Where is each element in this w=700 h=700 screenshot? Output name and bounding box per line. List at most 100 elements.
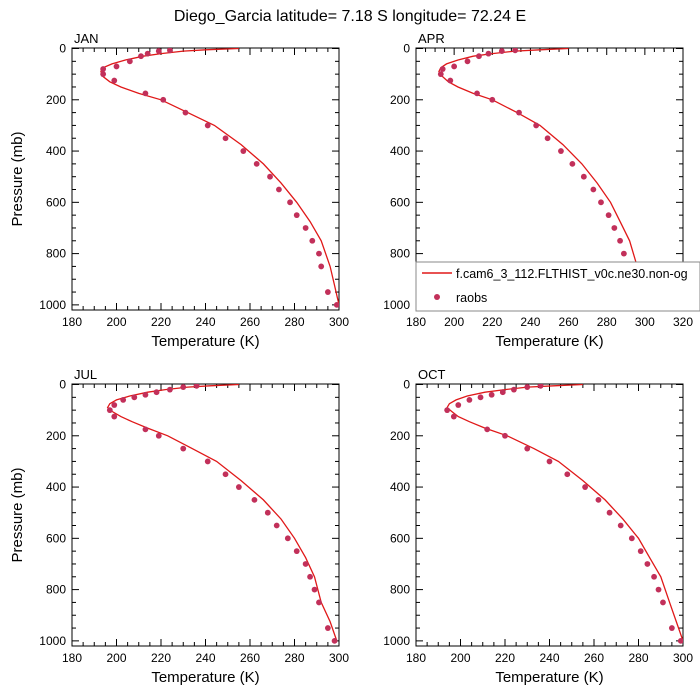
obs-point bbox=[222, 471, 229, 478]
obs-point bbox=[516, 109, 522, 116]
obs-point bbox=[251, 496, 258, 503]
obs-point bbox=[155, 432, 162, 439]
legend-obs-label: raobs bbox=[456, 291, 487, 305]
obs-point bbox=[111, 77, 118, 84]
x-tick-label: 200 bbox=[106, 315, 126, 329]
obs-point bbox=[537, 384, 544, 389]
plot-frame bbox=[415, 383, 684, 647]
obs-point bbox=[204, 122, 211, 129]
x-axis-label: Temperature (K) bbox=[151, 669, 259, 686]
x-tick-label: 280 bbox=[284, 315, 304, 329]
obs-point bbox=[267, 173, 273, 180]
panel-label: JAN bbox=[74, 31, 99, 46]
plot-frame bbox=[71, 383, 340, 647]
x-tick-label: 220 bbox=[482, 315, 502, 329]
obs-point bbox=[131, 394, 138, 401]
y-tick-label: 0 bbox=[59, 42, 66, 56]
y-axis-label: Pressure (mb) bbox=[9, 467, 26, 562]
y-tick-label: 200 bbox=[46, 93, 66, 107]
obs-point bbox=[605, 212, 612, 219]
x-tick-label: 240 bbox=[195, 315, 215, 329]
obs-point bbox=[644, 561, 651, 567]
obs-point bbox=[142, 391, 149, 398]
x-tick-label: 200 bbox=[450, 651, 470, 665]
obs-point bbox=[499, 389, 506, 396]
y-tick-label: 0 bbox=[59, 378, 66, 392]
obs-point bbox=[564, 471, 571, 478]
x-tick-label: 220 bbox=[151, 315, 171, 329]
obs-point bbox=[451, 63, 458, 70]
obs-point bbox=[524, 384, 531, 390]
obs-point bbox=[569, 160, 576, 167]
panel-label: OCT bbox=[418, 367, 446, 382]
y-tick-label: 0 bbox=[403, 378, 410, 392]
x-tick-label: 180 bbox=[62, 315, 82, 329]
obs-point bbox=[455, 402, 462, 408]
y-tick-label: 1000 bbox=[39, 298, 66, 312]
x-axis-label: Temperature (K) bbox=[151, 333, 259, 350]
obs-point bbox=[284, 535, 291, 542]
obs-point bbox=[474, 90, 480, 97]
obs-point bbox=[193, 384, 200, 389]
x-tick-label: 180 bbox=[406, 315, 426, 329]
panel-data bbox=[106, 384, 338, 644]
obs-point bbox=[167, 48, 173, 54]
y-tick-label: 200 bbox=[390, 93, 410, 107]
obs-point bbox=[222, 135, 229, 142]
obs-point bbox=[444, 407, 451, 414]
obs-point bbox=[126, 58, 133, 65]
legend-marker-swatch bbox=[434, 294, 440, 300]
x-tick-label: 220 bbox=[151, 651, 171, 665]
obs-point bbox=[655, 586, 662, 593]
x-tick-label: 320 bbox=[673, 315, 693, 329]
obs-point bbox=[316, 250, 322, 257]
obs-point bbox=[439, 66, 446, 72]
obs-point bbox=[466, 396, 473, 403]
y-tick-label: 800 bbox=[390, 247, 410, 261]
obs-point bbox=[651, 573, 657, 580]
obs-point bbox=[180, 445, 187, 452]
obs-point bbox=[498, 48, 505, 54]
model-profile-line bbox=[100, 48, 339, 306]
y-tick-label: 1000 bbox=[383, 634, 410, 648]
x-tick-label: 280 bbox=[284, 651, 304, 665]
obs-point bbox=[273, 522, 280, 529]
y-tick-label: 200 bbox=[46, 429, 66, 443]
obs-point bbox=[302, 225, 309, 231]
obs-point bbox=[611, 225, 618, 231]
panel-label: JUL bbox=[74, 367, 97, 382]
x-tick-label: 300 bbox=[635, 315, 655, 329]
obs-point bbox=[546, 458, 553, 465]
obs-point bbox=[293, 212, 300, 219]
panel-label: APR bbox=[418, 31, 445, 46]
x-axis-label: Temperature (K) bbox=[495, 669, 603, 686]
figure-title: Diego_Garcia latitude= 7.18 S longitude=… bbox=[174, 8, 526, 25]
obs-point bbox=[167, 386, 173, 393]
obs-point bbox=[333, 301, 339, 308]
x-tick-label: 200 bbox=[106, 651, 126, 665]
obs-point bbox=[180, 384, 187, 390]
panel-jan: 180 200 220 240 260 280 300 0 200 400 600 800 1000 JA… bbox=[9, 31, 349, 350]
obs-point bbox=[628, 535, 635, 542]
obs-point bbox=[144, 50, 151, 57]
obs-point bbox=[318, 263, 325, 270]
obs-point bbox=[240, 148, 247, 154]
obs-point bbox=[120, 396, 127, 403]
x-tick-label: 280 bbox=[597, 315, 617, 329]
y-tick-label: 0 bbox=[403, 42, 410, 56]
x-tick-label: 300 bbox=[673, 651, 693, 665]
obs-point bbox=[106, 407, 113, 414]
obs-point bbox=[153, 389, 160, 396]
obs-point bbox=[558, 148, 564, 154]
y-tick-label: 1000 bbox=[39, 634, 66, 648]
model-profile-line bbox=[438, 48, 650, 306]
obs-point bbox=[155, 48, 162, 54]
y-tick-label: 400 bbox=[46, 144, 66, 158]
y-tick-label: 400 bbox=[390, 144, 410, 158]
obs-point bbox=[447, 77, 454, 84]
y-tick-label: 400 bbox=[46, 480, 66, 494]
obs-point bbox=[111, 402, 118, 408]
y-tick-label: 800 bbox=[46, 583, 66, 597]
obs-point bbox=[637, 548, 644, 555]
obs-point bbox=[204, 458, 211, 465]
